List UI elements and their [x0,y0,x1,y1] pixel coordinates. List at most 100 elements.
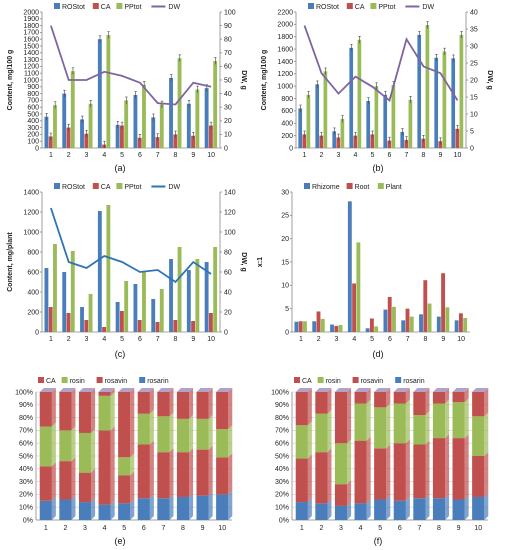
legend-label: Plant [386,184,402,191]
stack-segment-rosin [39,426,52,467]
stack-side-rosin [228,425,233,458]
bar-CA [66,127,71,148]
bar-ROStot [204,88,209,148]
legend-swatch [92,183,99,189]
stack-segment-CA [452,392,465,403]
y-tick-label: 60% [19,441,33,448]
series-line-DW [303,25,459,102]
bar-Plant [338,325,343,332]
stack-segment-CA [157,392,170,417]
bar-Plant [463,318,468,332]
x-tick-label: 4 [352,336,356,343]
stack-side-rosavin [347,480,352,506]
x-tick-label: 9 [441,336,445,343]
legend-label: PPtot [378,4,395,11]
bar-ROStot [298,108,303,148]
y-tick-label: 400 [27,118,39,125]
stack-segment-rosin [295,425,308,459]
stack-side-rosarin [464,495,469,520]
y2-tick-label: 40 [224,289,232,296]
y-tick-label: 400 [281,121,293,128]
stack-side-CA [386,388,391,408]
bar-PPtot [142,84,146,148]
stack-side-CA [366,388,371,404]
x-tick-label: 10 [457,336,465,343]
y-tick-label: 600 [27,105,39,112]
y-tick-label: 15 [281,259,289,266]
x-tick-label: 4 [102,152,106,159]
stack-top-face [78,388,96,392]
stack-side-rosarin [347,501,352,520]
legend-swatch [61,377,68,383]
y-tick-label: 1900 [23,16,39,23]
stack-segment-rosarin [374,499,387,520]
x-tick-label: 8 [424,336,428,343]
stack-side-rosin [386,403,391,449]
stack-top-face [295,388,312,392]
y-tick-label: 0 [35,145,39,152]
legend-label: rosavin [105,378,128,385]
stack-top-face [354,388,371,392]
bar-PPtot [106,35,111,149]
bar-CA [353,135,358,148]
legend-swatch [346,3,353,9]
x-tick-label: 9 [439,152,443,159]
stack-side-rosavin [91,468,96,503]
x-tick-label: 8 [437,525,441,532]
stack-segment-rosavin [315,452,328,504]
stack-side-rosarin [366,499,371,520]
stack-side-rosarin [208,491,213,520]
x-tick-label: 6 [138,336,142,343]
x-tick-label: 5 [120,336,124,343]
stack-segment-rosin [118,457,131,476]
bar-CA [191,135,196,148]
x-tick-label: 9 [191,152,195,159]
x-tick-label: 2 [319,525,323,532]
y2-axis-title: DW, g [240,70,247,89]
x-tick-label: 7 [156,336,160,343]
stack-side-rosin [71,426,76,462]
legend-swatch [395,377,402,383]
bar-PPtot [425,24,430,148]
x-tick-label: 6 [398,525,402,532]
legend-label: rosin [70,378,85,385]
y2-tick-label: 35 [470,26,478,33]
stack-top-face [413,388,430,392]
stack-side-rosin [110,391,115,431]
stack-segment-rosin [374,407,387,449]
y2-tick-label: 0 [224,145,228,152]
bar-CA [370,134,375,148]
y-tick-label: 1200 [277,71,293,78]
stack-segment-CA [176,392,190,419]
stack-top-face [118,388,135,392]
bar-Root [458,313,463,332]
bar-PPtot [391,84,396,148]
stack-top-face [374,388,391,392]
stack-segment-rosin [157,416,170,453]
stack-side-rosin [169,412,174,453]
stack-side-rosarin [110,500,115,520]
stack-top-face [315,388,332,392]
stack-segment-rosarin [432,498,446,520]
bar-Plant [392,306,396,332]
y-tick-label: 10% [19,505,33,512]
bar-ROStot [115,124,120,148]
legend-label: DW [422,4,434,11]
bar-PPtot [159,104,164,148]
bar-ROStot [186,270,191,332]
panel-label-b: (b) [373,163,384,173]
x-tick-label: 5 [120,152,124,159]
y-tick-label: 10% [275,505,289,512]
y-tick-label: 50% [19,453,33,460]
y-tick-label: 2000 [23,9,39,16]
stack-side-rosavin [71,457,76,500]
y-tick-label: 1400 [277,59,293,66]
stack-side-rosarin [445,494,450,520]
stack-side-rosavin [169,448,174,499]
bar-ROStot [315,84,320,148]
x-tick-label: 1 [299,336,303,343]
stack-side-rosarin [484,492,489,520]
x-tick-label: 10 [207,336,215,343]
bar-Plant [409,316,414,332]
stack-segment-rosarin [413,498,426,520]
